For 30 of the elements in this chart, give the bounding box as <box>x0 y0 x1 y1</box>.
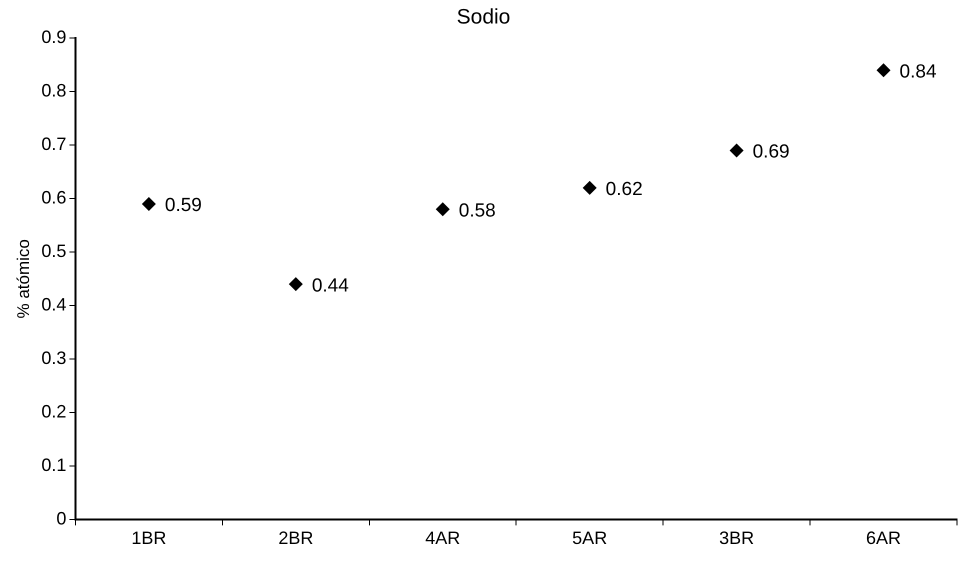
y-tick-label: 0.5 <box>41 241 66 262</box>
data-label: 0.58 <box>458 200 496 222</box>
data-label: 0.69 <box>752 142 790 163</box>
data-label: 0.84 <box>900 62 937 83</box>
chart-title: Sodio <box>456 5 510 28</box>
x-tick-label: 3BR <box>719 528 754 548</box>
x-tick-label: 1BR <box>131 528 166 548</box>
point <box>142 196 156 211</box>
y-tick-label: 0.9 <box>41 27 66 48</box>
point <box>876 63 891 78</box>
x-tick-label: 4AR <box>425 528 460 548</box>
x-tick-label: 2BR <box>278 528 314 548</box>
data-label: 0.59 <box>164 195 202 216</box>
y-tick-label: 0 <box>56 508 66 528</box>
y-tick-label: 0.2 <box>41 401 66 422</box>
data-label: 0.44 <box>312 275 350 296</box>
point <box>730 143 744 158</box>
x-tick-label: 6AR <box>866 528 902 548</box>
x-tick-label: 5AR <box>572 528 608 548</box>
y-tick-label: 0.1 <box>41 454 66 475</box>
point <box>582 180 597 195</box>
y-tick-label: 0.7 <box>41 134 66 154</box>
y-tick-label: 0.8 <box>41 80 66 101</box>
point <box>436 202 450 216</box>
y-tick-label: 0.6 <box>41 188 66 208</box>
y-tick-label: 0.3 <box>41 348 66 368</box>
point <box>288 277 303 292</box>
y-tick-label: 0.4 <box>41 294 66 314</box>
y-axis-title: % atómico <box>14 239 33 318</box>
data-label: 0.62 <box>606 179 643 200</box>
